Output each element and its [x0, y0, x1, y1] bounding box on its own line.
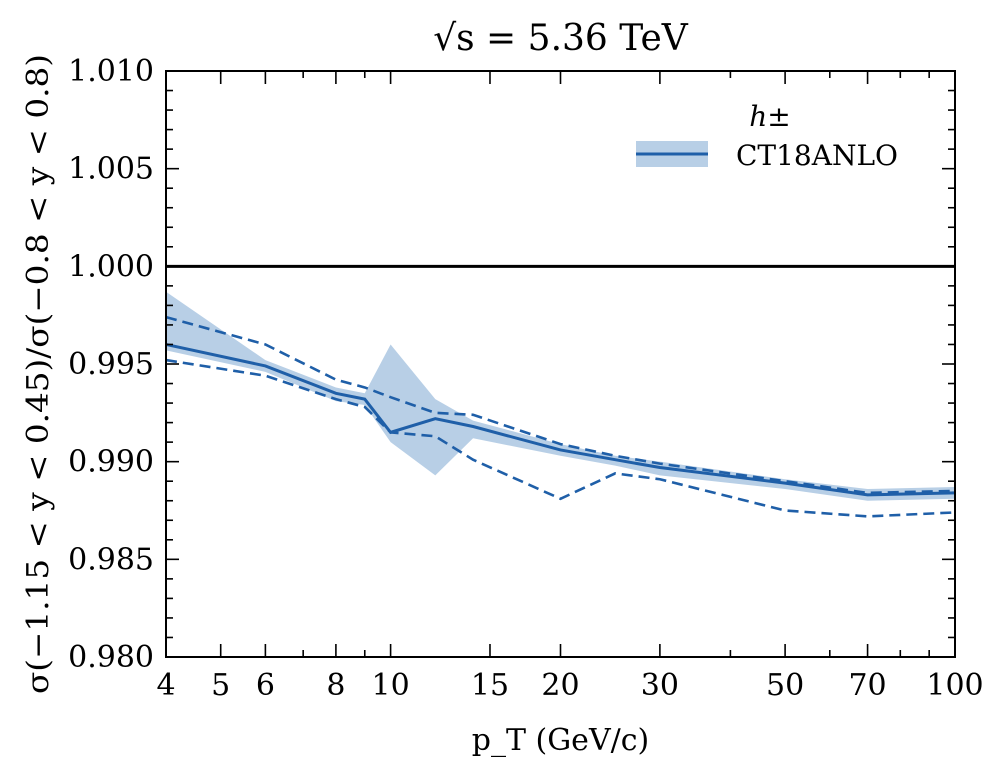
x-tick-label: 70 — [848, 668, 886, 703]
series-line-central — [165, 343, 956, 497]
y-tick-label: 1.005 — [68, 152, 154, 187]
legend-entry-ct18anlo: CT18ANLO — [736, 139, 898, 172]
chart-title: √s = 5.36 TeV — [433, 18, 689, 59]
x-tick-label: 30 — [641, 668, 679, 703]
series-line-dashed-1 — [165, 315, 956, 495]
x-axis-label: p_T (GeV/c) — [472, 723, 649, 758]
uncertainty-band — [166, 291, 955, 501]
x-tick-label: 8 — [326, 668, 345, 703]
series-line-dashed-2 — [165, 358, 956, 518]
uncertainty-band-layer — [166, 291, 955, 501]
y-tick-label: 1.000 — [68, 249, 154, 284]
tick-labels-layer: 4 5 6 8 10 15 20 30 50 70 100 0.980 0.985 0.990 0.995 1… — [68, 54, 984, 703]
x-tick-label: 50 — [766, 668, 804, 703]
y-tick-label: 0.995 — [68, 347, 154, 382]
x-tick-label: 100 — [926, 668, 983, 703]
x-tick-label: 5 — [211, 668, 230, 703]
series-layer — [165, 315, 956, 518]
y-axis-label: σ(−1.15 < y < 0.45)/σ(−0.8 < y < 0.8) — [21, 54, 56, 694]
y-tick-label: 0.990 — [68, 445, 154, 480]
x-tick-label: 6 — [256, 668, 275, 703]
y-tick-label: 0.985 — [68, 542, 154, 577]
legend-title: h± — [749, 100, 791, 133]
ticks-layer — [165, 70, 956, 658]
x-tick-label: 10 — [372, 668, 410, 703]
x-tick-label: 15 — [471, 668, 509, 703]
y-tick-label: 1.010 — [68, 54, 154, 89]
y-tick-label: 0.980 — [68, 640, 154, 675]
legend: h± CT18ANLO — [636, 100, 898, 172]
x-tick-label: 4 — [156, 668, 175, 703]
x-tick-label: 20 — [541, 668, 579, 703]
